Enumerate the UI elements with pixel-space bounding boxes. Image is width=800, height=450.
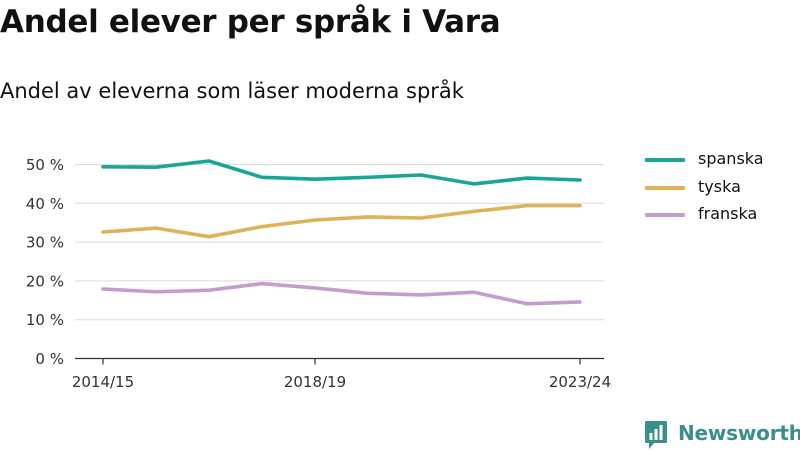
series-line-spanska [101,159,582,186]
series-line-franska [101,281,582,306]
x-tick-label: 2023/24 [549,373,611,391]
brand-name: Newsworthy [678,421,800,445]
legend-swatch [645,185,685,190]
y-tick-label: 0 % [35,350,64,368]
gridlines [75,164,604,321]
chart-title: Andel elever per språk i Vara [0,4,501,40]
y-tick-label: 30 % [26,234,64,252]
y-axis-tick-labels: 0 % 10 % 20 % 30 % 40 % 50 % [26,156,64,368]
legend-swatch [645,213,685,217]
legend-label: franska [698,204,758,223]
y-tick-label: 50 % [26,156,64,174]
legend-label: tyska [698,176,741,196]
newsworthy-logo-icon [645,421,667,449]
y-tick-label: 20 % [26,272,64,290]
line-chart: 0 %10 %20 %30 %40 %50 % 2014/15 2018/19 20… [26,156,611,391]
x-axis-tick-labels: 2014/15 2018/19 2023/24 [72,373,611,391]
legend-item-franska: franska [645,203,795,231]
chart-subtitle: Andel av eleverna som läser moderna språ… [0,79,464,103]
legend-label: spanska [698,149,764,168]
series-line-tyska [101,203,582,239]
legend-swatch [645,158,685,162]
legend-item-spanska: spanska [645,148,795,176]
y-tick-label: 10 % [26,311,64,329]
brand-watermark: Newsworthy [644,420,800,450]
y-tick-label: 40 % [26,195,64,213]
legend-item-tyska: tyska [645,176,795,204]
chart-legend: spanska tyska franska [645,148,795,231]
x-axis [75,357,604,365]
x-tick-label: 2018/19 [284,373,346,391]
x-tick-label: 2014/15 [72,373,134,391]
series-lines [101,159,582,306]
